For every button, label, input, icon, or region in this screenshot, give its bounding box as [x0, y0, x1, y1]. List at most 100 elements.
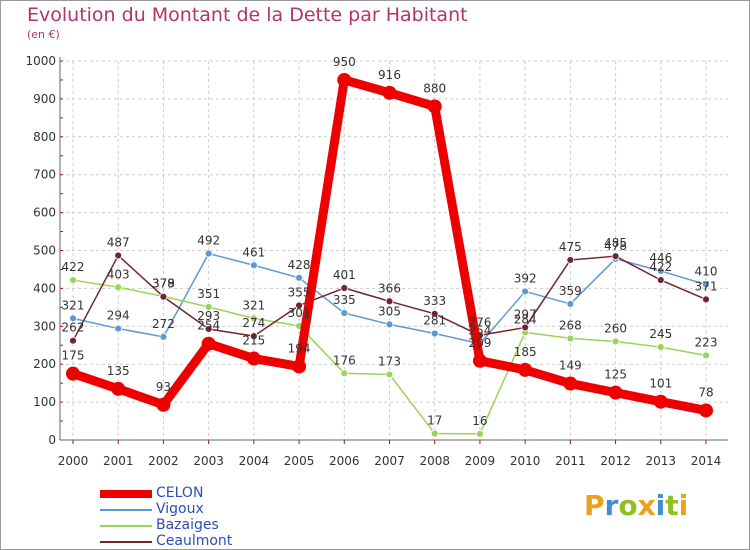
data-label-ceaulmont: 333 — [423, 294, 446, 308]
data-point-bazaiges — [566, 334, 575, 343]
logo-letter: x — [637, 489, 656, 522]
data-label-celon: 194 — [288, 341, 311, 355]
data-label-ceaulmont: 276 — [468, 315, 491, 329]
data-point-celon — [156, 397, 171, 412]
x-tick-label: 2006 — [329, 454, 360, 468]
y-tick-label: 900 — [33, 92, 56, 106]
x-tick-label: 2001 — [103, 454, 134, 468]
data-point-ceaulmont — [114, 251, 123, 260]
data-label-vigoux: 305 — [378, 304, 401, 318]
data-point-ceaulmont — [430, 309, 439, 318]
data-label-bazaiges: 16 — [472, 414, 487, 428]
data-point-bazaiges — [656, 343, 665, 352]
data-point-vigoux — [249, 261, 258, 270]
data-point-ceaulmont — [521, 323, 530, 332]
data-point-celon — [472, 353, 487, 368]
y-tick-label: 800 — [33, 130, 56, 144]
data-label-bazaiges: 284 — [514, 312, 537, 326]
x-tick-label: 2009 — [465, 454, 496, 468]
x-tick-label: 2013 — [646, 454, 677, 468]
legend-swatch-ceaulmont — [100, 541, 152, 543]
data-label-ceaulmont: 422 — [649, 260, 672, 274]
axis-layer: 0 100 200 300 400 500 600 700 800 900 1000 2000 2001… — [25, 54, 728, 468]
data-point-vigoux — [69, 314, 77, 323]
x-tick-label: 2002 — [148, 454, 179, 468]
chart-title: Evolution du Montant de la Dette par Hab… — [27, 4, 468, 26]
data-label-vigoux: 254 — [468, 324, 491, 338]
data-label-ceaulmont: 293 — [197, 309, 220, 323]
data-label-celon: 916 — [378, 68, 401, 82]
data-label-ceaulmont: 401 — [333, 268, 356, 282]
data-label-celon: 149 — [559, 359, 582, 373]
data-point-vigoux — [656, 267, 665, 275]
x-tick-label: 2011 — [555, 454, 586, 468]
data-label-celon: 125 — [604, 368, 627, 382]
y-tick-label: 0 — [48, 433, 56, 447]
y-tick-label: 1000 — [25, 54, 56, 68]
data-point-vigoux — [385, 320, 394, 329]
logo-letter: o — [618, 489, 638, 522]
x-tick-label: 2004 — [239, 454, 270, 468]
x-tick-label: 2005 — [284, 454, 315, 468]
x-tick-label: 2003 — [193, 454, 224, 468]
legend-swatch-celon — [100, 490, 152, 498]
x-tick-label: 2012 — [600, 454, 631, 468]
data-point-celon — [246, 351, 261, 366]
data-label-vigoux: 281 — [423, 314, 446, 328]
y-tick-label: 200 — [33, 357, 56, 371]
x-tick-label: 2010 — [510, 454, 541, 468]
data-point-vigoux — [340, 309, 349, 317]
legend-swatch-bazaiges — [100, 525, 152, 527]
logo-letter: r — [604, 489, 619, 522]
data-point-celon — [382, 85, 397, 100]
data-point-ceaulmont — [702, 295, 710, 304]
data-point-ceaulmont — [611, 252, 620, 261]
data-point-celon — [563, 376, 578, 391]
data-label-celon: 185 — [514, 345, 537, 359]
data-label-celon: 101 — [649, 377, 672, 391]
chart-subtitle: (en €) — [27, 28, 60, 41]
data-point-celon — [201, 336, 216, 351]
data-label-vigoux: 428 — [288, 258, 311, 272]
data-label-vigoux: 359 — [559, 284, 582, 298]
data-point-ceaulmont — [566, 256, 575, 264]
data-point-celon — [337, 72, 352, 87]
data-label-celon: 135 — [107, 364, 130, 378]
x-tick-label: 2008 — [419, 454, 450, 468]
data-point-ceaulmont — [159, 292, 168, 301]
data-label-ceaulmont: 274 — [242, 316, 265, 330]
data-label-bazaiges: 351 — [197, 287, 220, 301]
data-label-vigoux: 272 — [152, 317, 175, 331]
data-label-ceaulmont: 297 — [514, 307, 537, 321]
logo-letter: i — [655, 489, 666, 522]
logo-letter: i — [678, 489, 689, 522]
data-label-bazaiges: 422 — [62, 260, 85, 274]
data-label-vigoux: 446 — [649, 251, 672, 265]
data-label-vigoux: 294 — [107, 309, 130, 323]
legend-label-vigoux: Vigoux — [156, 501, 204, 517]
data-label-bazaiges: 268 — [559, 318, 582, 332]
data-label-bazaiges: 17 — [427, 414, 442, 428]
data-label-bazaiges: 245 — [649, 327, 672, 341]
y-tick-label: 100 — [33, 395, 56, 409]
data-label-bazaiges: 223 — [695, 335, 718, 349]
data-label-ceaulmont: 366 — [378, 281, 401, 295]
data-label-celon: 254 — [197, 319, 220, 333]
data-label-celon: 209 — [468, 336, 491, 350]
data-point-ceaulmont — [340, 284, 349, 292]
data-point-ceaulmont — [249, 332, 258, 341]
data-label-celon: 93 — [156, 380, 171, 394]
data-label-vigoux: 392 — [514, 271, 537, 285]
data-point-bazaiges — [476, 430, 484, 438]
data-label-bazaiges: 301 — [288, 306, 311, 320]
data-point-bazaiges — [430, 429, 439, 438]
data-label-vigoux: 335 — [333, 293, 356, 307]
data-label-ceaulmont: 487 — [107, 235, 130, 249]
data-point-celon — [292, 359, 307, 374]
data-point-celon — [699, 403, 713, 418]
data-point-celon — [518, 362, 533, 377]
y-tick-label: 300 — [33, 319, 56, 333]
data-label-ceaulmont: 262 — [62, 321, 85, 335]
data-point-celon — [66, 366, 80, 381]
